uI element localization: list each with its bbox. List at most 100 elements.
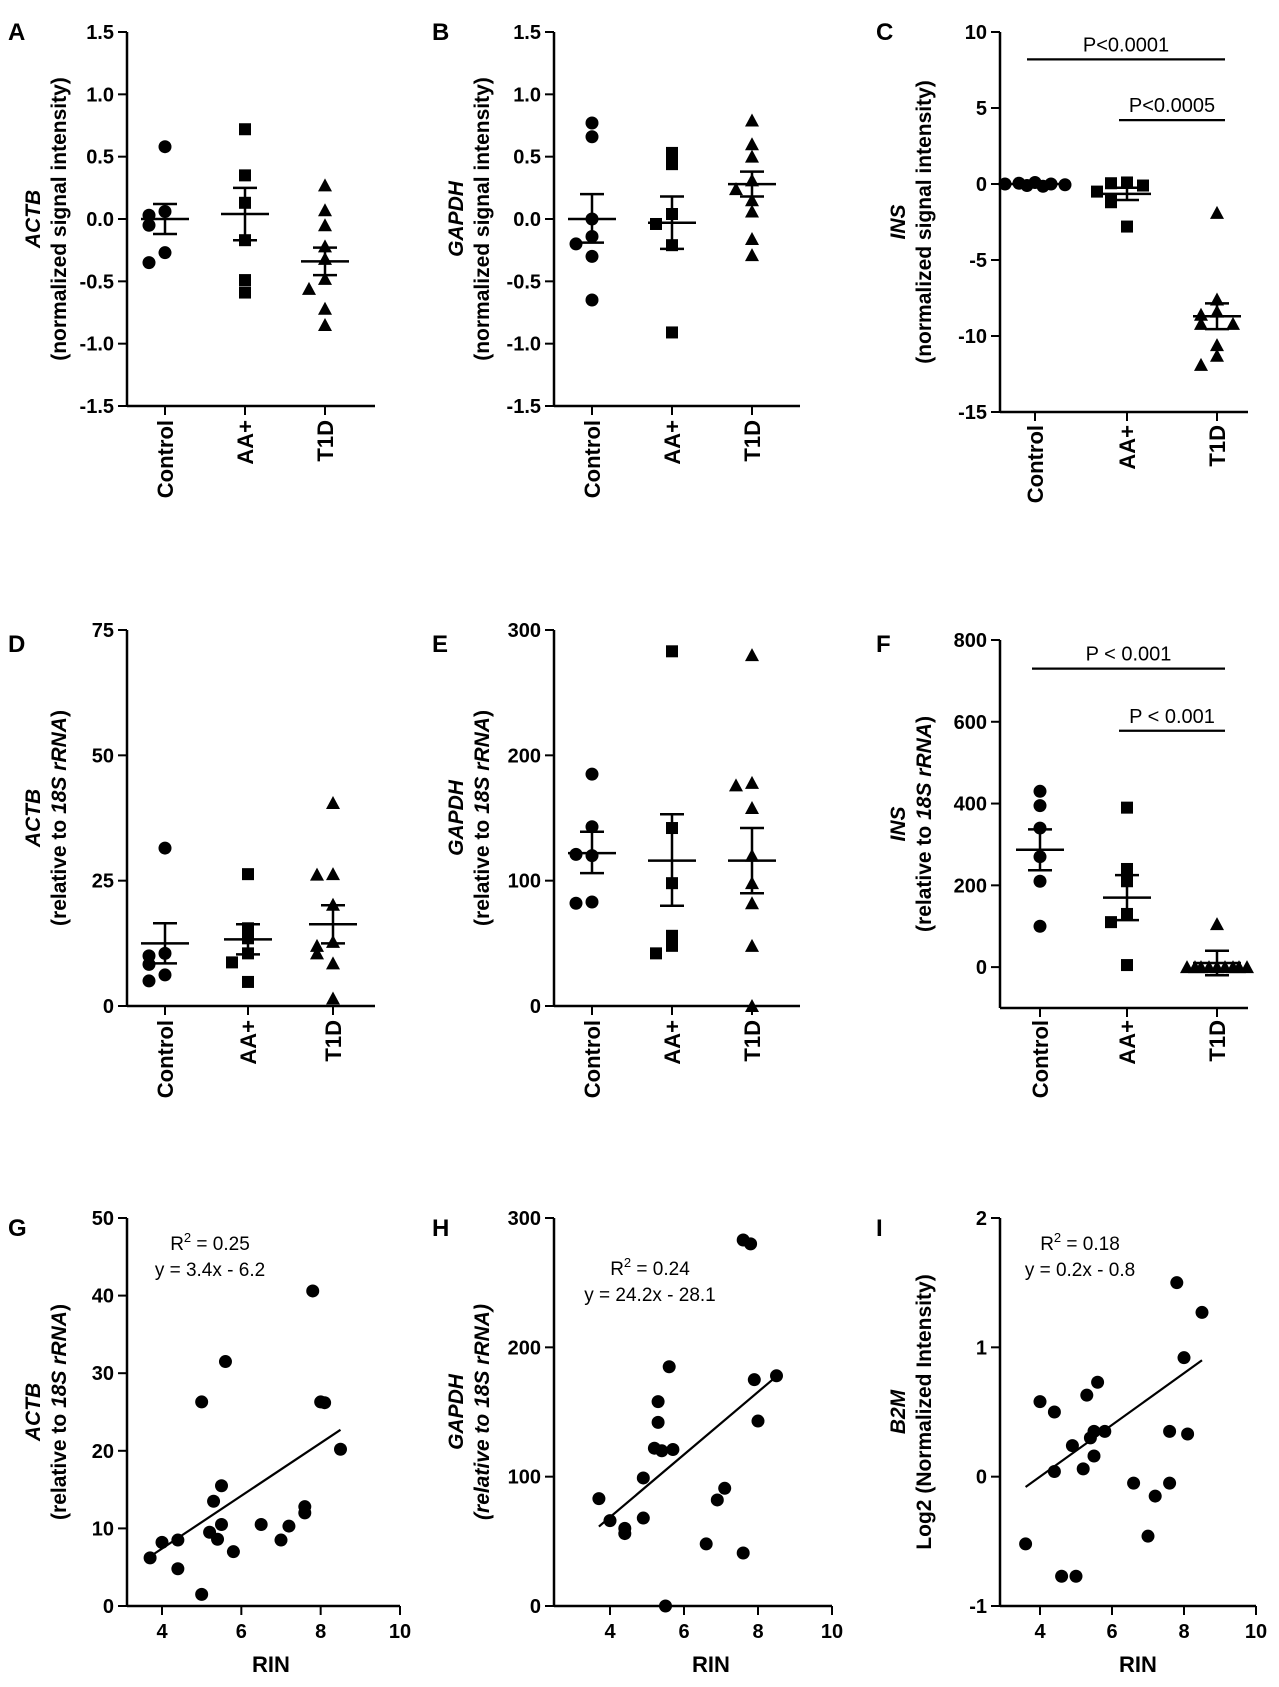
- data-point-circle: [585, 820, 599, 834]
- group-aa-plus: [1103, 801, 1151, 972]
- y-tick-label: 0.0: [513, 209, 541, 231]
- data-point: [318, 1396, 332, 1410]
- y-axis-label: ACTB (normalized signal intensity): [22, 77, 71, 361]
- panel-letter: A: [8, 19, 25, 46]
- data-point-triangle: [745, 173, 759, 187]
- data-point-triangle: [745, 248, 759, 262]
- data-point: [659, 1599, 672, 1613]
- data-point-triangle: [1210, 205, 1224, 219]
- data-point: [699, 1537, 713, 1551]
- y-tick-label: 200: [508, 1337, 541, 1359]
- p-value-label: P < 0.001: [1129, 706, 1215, 728]
- y-label-part: ): [471, 1304, 494, 1313]
- y-tick-label: 400: [954, 794, 987, 816]
- y-axis-label: ACTB (relative to 18S rRNA): [22, 1304, 71, 1520]
- data-point-circle: [142, 208, 156, 222]
- y-axis-label-gene: GAPDH: [445, 180, 468, 257]
- y-label-part: (relative to: [471, 1408, 494, 1520]
- data-point-triangle: [310, 946, 324, 960]
- y-axis-label-gene: ACTB: [22, 190, 45, 249]
- r-squared-label: R2 = 0.24: [610, 1255, 690, 1280]
- data-point-triangle: [729, 778, 743, 792]
- y-axis-label-gene: ACTB: [22, 789, 45, 848]
- group-t1d: [728, 113, 776, 262]
- y-tick-label: 0.0: [86, 209, 114, 231]
- data-point-square: [666, 929, 678, 942]
- y-axis-label-unit: (relative to 18S rRNA): [48, 1304, 71, 1520]
- data-point-square: [226, 956, 238, 969]
- x-tick-label: 6: [236, 1621, 247, 1643]
- y-tick-label: 5: [976, 98, 987, 120]
- panel-letter: B: [432, 19, 449, 46]
- data-point: [1047, 1464, 1061, 1478]
- data-point: [636, 1471, 650, 1485]
- data-point-triangle: [326, 795, 340, 809]
- data-point-triangle: [318, 203, 332, 217]
- y-axis-label: ACTB (relative to 18S rRNA): [22, 710, 71, 926]
- data-point: [1195, 1305, 1209, 1319]
- group-aa-plus: [221, 123, 269, 299]
- data-point-circle: [1036, 179, 1050, 193]
- data-point: [1127, 1476, 1141, 1490]
- data-point: [334, 1442, 347, 1456]
- category-label: T1D: [1205, 1020, 1230, 1062]
- y-label-part: (relative to: [913, 820, 936, 932]
- y-axis-label: INS (normalized signal intensity): [887, 80, 936, 364]
- category-label: AA+: [236, 1020, 261, 1065]
- data-point: [744, 1237, 758, 1251]
- data-point-square: [666, 239, 678, 252]
- y-tick-label: 0: [976, 957, 987, 979]
- data-point-triangle: [745, 775, 759, 789]
- data-point: [274, 1533, 288, 1547]
- group-t1d: [309, 795, 357, 1005]
- y-axis-label-unit: (normalized signal intensity): [471, 77, 494, 361]
- y-tick-label: 1.5: [86, 22, 114, 44]
- data-point: [1069, 1569, 1083, 1583]
- data-point-triangle: [1210, 304, 1224, 318]
- data-point-circle: [585, 767, 599, 781]
- data-point-square: [1121, 959, 1133, 972]
- data-point-triangle: [729, 182, 743, 196]
- data-point-square: [666, 208, 678, 221]
- x-tick-label: 10: [821, 1621, 843, 1643]
- x-tick-label: 10: [1245, 1621, 1267, 1643]
- category-label: T1D: [1205, 425, 1230, 467]
- data-point-circle: [142, 974, 156, 988]
- data-point-circle: [1033, 784, 1047, 798]
- data-point-triangle: [745, 999, 759, 1012]
- data-point-square: [1105, 196, 1117, 209]
- regression-equation: y = 24.2x - 28.1: [584, 1285, 716, 1306]
- data-point-triangle: [745, 876, 759, 890]
- data-point-triangle: [745, 938, 759, 952]
- data-point-circle: [158, 140, 172, 154]
- r-squared-superscript: 2: [1054, 1230, 1061, 1245]
- p-value-label: P<0.0001: [1083, 34, 1169, 56]
- data-point-square: [1121, 875, 1133, 888]
- panel-letter: I: [876, 1215, 883, 1242]
- y-tick-label: 1.0: [513, 84, 541, 106]
- y-tick-label: 600: [954, 712, 987, 734]
- y-tick-label: 100: [508, 1467, 541, 1489]
- data-point-triangle: [1210, 917, 1224, 931]
- data-point-triangle: [1232, 960, 1246, 974]
- r-squared-value: = 0.24: [631, 1259, 690, 1280]
- data-point-circle: [585, 229, 599, 243]
- y-tick-label: 0: [530, 1596, 541, 1618]
- data-point-circle: [569, 896, 583, 910]
- group-aa-plus: [648, 645, 696, 960]
- r-squared-value: = 0.25: [191, 1234, 250, 1255]
- y-axis-label-unit: Log2 (Normalized Intensity): [913, 1274, 936, 1549]
- data-point-triangle: [310, 867, 324, 881]
- data-point-triangle: [318, 218, 332, 232]
- data-point: [655, 1444, 669, 1458]
- data-point: [215, 1518, 228, 1532]
- y-axis-label-gene: INS: [887, 204, 910, 239]
- data-point-triangle: [1210, 348, 1224, 362]
- data-point-square: [1121, 907, 1133, 920]
- y-tick-label: 300: [508, 620, 541, 642]
- data-point-circle: [585, 293, 599, 307]
- data-point-circle: [569, 847, 583, 861]
- data-point-square: [242, 932, 254, 945]
- data-point-triangle: [1202, 960, 1216, 974]
